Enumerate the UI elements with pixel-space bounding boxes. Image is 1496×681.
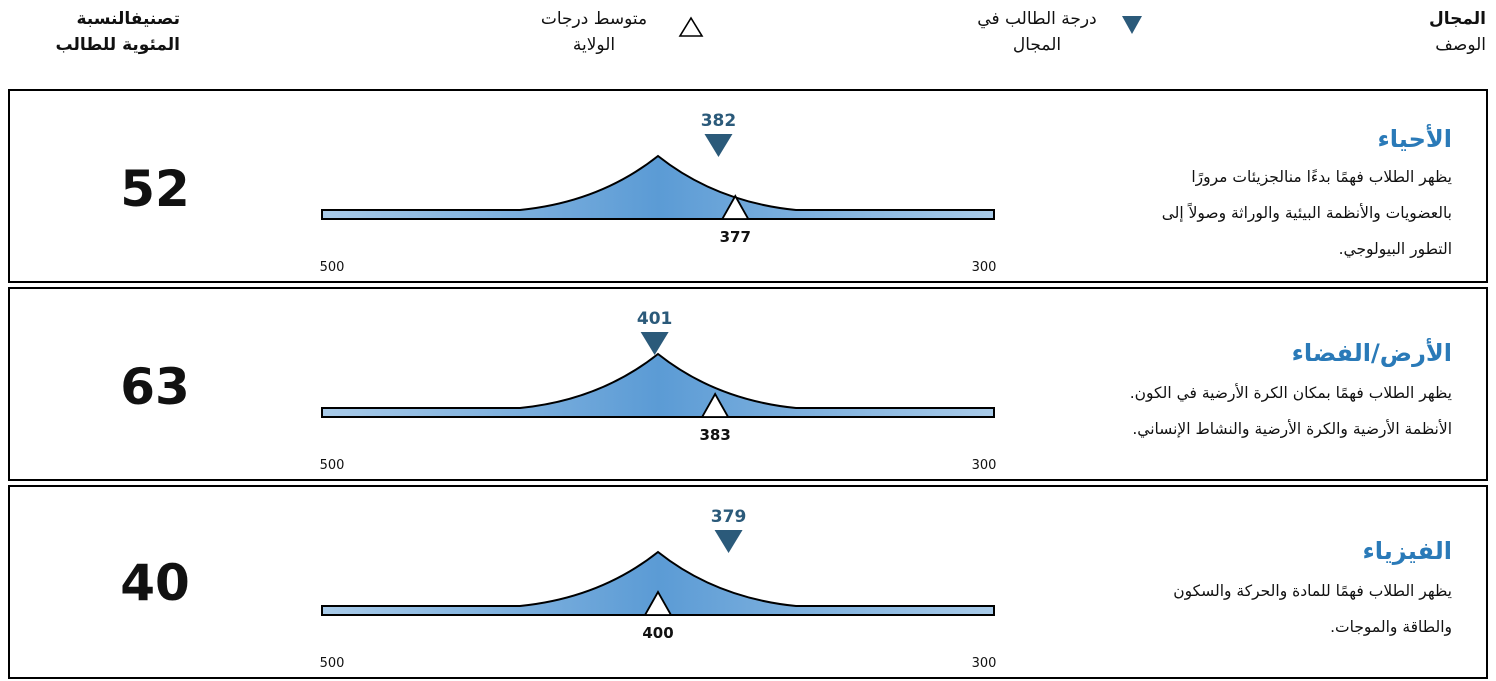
legend-state-line1: متوسط درجات xyxy=(540,9,648,29)
distribution-curve xyxy=(321,154,995,220)
legend-percentile-line2: المئوية للطالب xyxy=(55,35,180,55)
student-score-marker xyxy=(640,332,669,355)
legend-area-subtitle: الوصف xyxy=(1435,35,1486,55)
axis-label-left: 500 xyxy=(320,260,345,275)
scale-graph: 400 379 500 300 xyxy=(320,507,997,671)
panel-physics: 40 400 379 500 300 الفيزياء يظهر الطلاب فهم… xyxy=(8,485,1488,679)
student-score-marker-icon xyxy=(1122,16,1142,34)
scale-graph: 377 382 500 300 xyxy=(320,111,997,275)
state-average-marker xyxy=(720,194,750,220)
legend-student-line2: المجال xyxy=(1012,35,1062,55)
subject-title: الأحياء xyxy=(1377,125,1452,153)
legend-state-line2: الولاية xyxy=(572,35,616,55)
distribution-curve xyxy=(321,550,995,616)
description-line: الأنظمة الأرضية والكرة الأرضية والنشاط ا… xyxy=(1132,420,1452,438)
axis-label-left: 500 xyxy=(320,458,345,473)
state-average-label: 400 xyxy=(642,624,673,642)
description-line: يظهر الطلاب فهمًا للمادة والحركة والسكون xyxy=(1173,582,1452,600)
state-average-marker xyxy=(643,590,673,616)
description-line: التطور البيولوجي. xyxy=(1338,240,1452,258)
description-line: يظهر الطلاب فهمًا بدءًا منالجزيئات مرورً… xyxy=(1191,168,1452,186)
subject-description: يظهر الطلاب فهمًا بمكان الكرة الأرضية في… xyxy=(1130,375,1452,447)
axis-label-right: 300 xyxy=(972,458,997,473)
student-score-label: 379 xyxy=(711,507,747,527)
legend-percentile-line1: تصنيفالنسبة xyxy=(76,9,180,29)
student-score-marker xyxy=(714,530,743,553)
legend-student-line1: درجة الطالب في xyxy=(977,9,1097,29)
state-average-label: 377 xyxy=(720,228,751,246)
student-score-marker xyxy=(704,134,733,157)
percentile-value: 63 xyxy=(120,358,190,416)
description-line: والطاقة والموجات. xyxy=(1330,618,1452,636)
axis-label-right: 300 xyxy=(972,656,997,671)
state-average-marker-icon xyxy=(678,16,704,37)
subject-description: يظهر الطلاب فهمًا بدءًا منالجزيئات مرورً… xyxy=(1162,159,1452,267)
legend-percentile: تصنيفالنسبة المئوية للطالب xyxy=(10,6,180,58)
state-average-label: 383 xyxy=(699,426,730,444)
student-score-label: 401 xyxy=(637,309,673,329)
percentile-value: 40 xyxy=(120,554,190,612)
panel-earth-space: 63 383 401 500 300 الأرض/الفضاء يظهر الطلاب… xyxy=(8,287,1488,481)
axis-label-left: 500 xyxy=(320,656,345,671)
subject-description: يظهر الطلاب فهمًا للمادة والحركة والسكون… xyxy=(1173,573,1452,645)
legend-area-title: المجال xyxy=(1429,9,1486,29)
panel-biology: 52 377 382 500 300 الأحياء يظهر الطلاب فهمً… xyxy=(8,89,1488,283)
legend-area: المجال الوصف xyxy=(1346,6,1486,58)
scale-graph: 383 401 500 300 xyxy=(320,309,997,473)
description-line: يظهر الطلاب فهمًا بمكان الكرة الأرضية في… xyxy=(1129,384,1452,402)
state-average-marker xyxy=(700,392,730,418)
description-line: بالعضويات والأنظمة البيئية والوراثة وصول… xyxy=(1161,204,1452,222)
distribution-curve xyxy=(321,352,995,418)
percentile-value: 52 xyxy=(120,160,190,218)
axis-label-right: 300 xyxy=(972,260,997,275)
student-score-label: 382 xyxy=(701,111,737,131)
subject-title: الأرض/الفضاء xyxy=(1291,339,1452,367)
subject-title: الفيزياء xyxy=(1362,537,1452,565)
